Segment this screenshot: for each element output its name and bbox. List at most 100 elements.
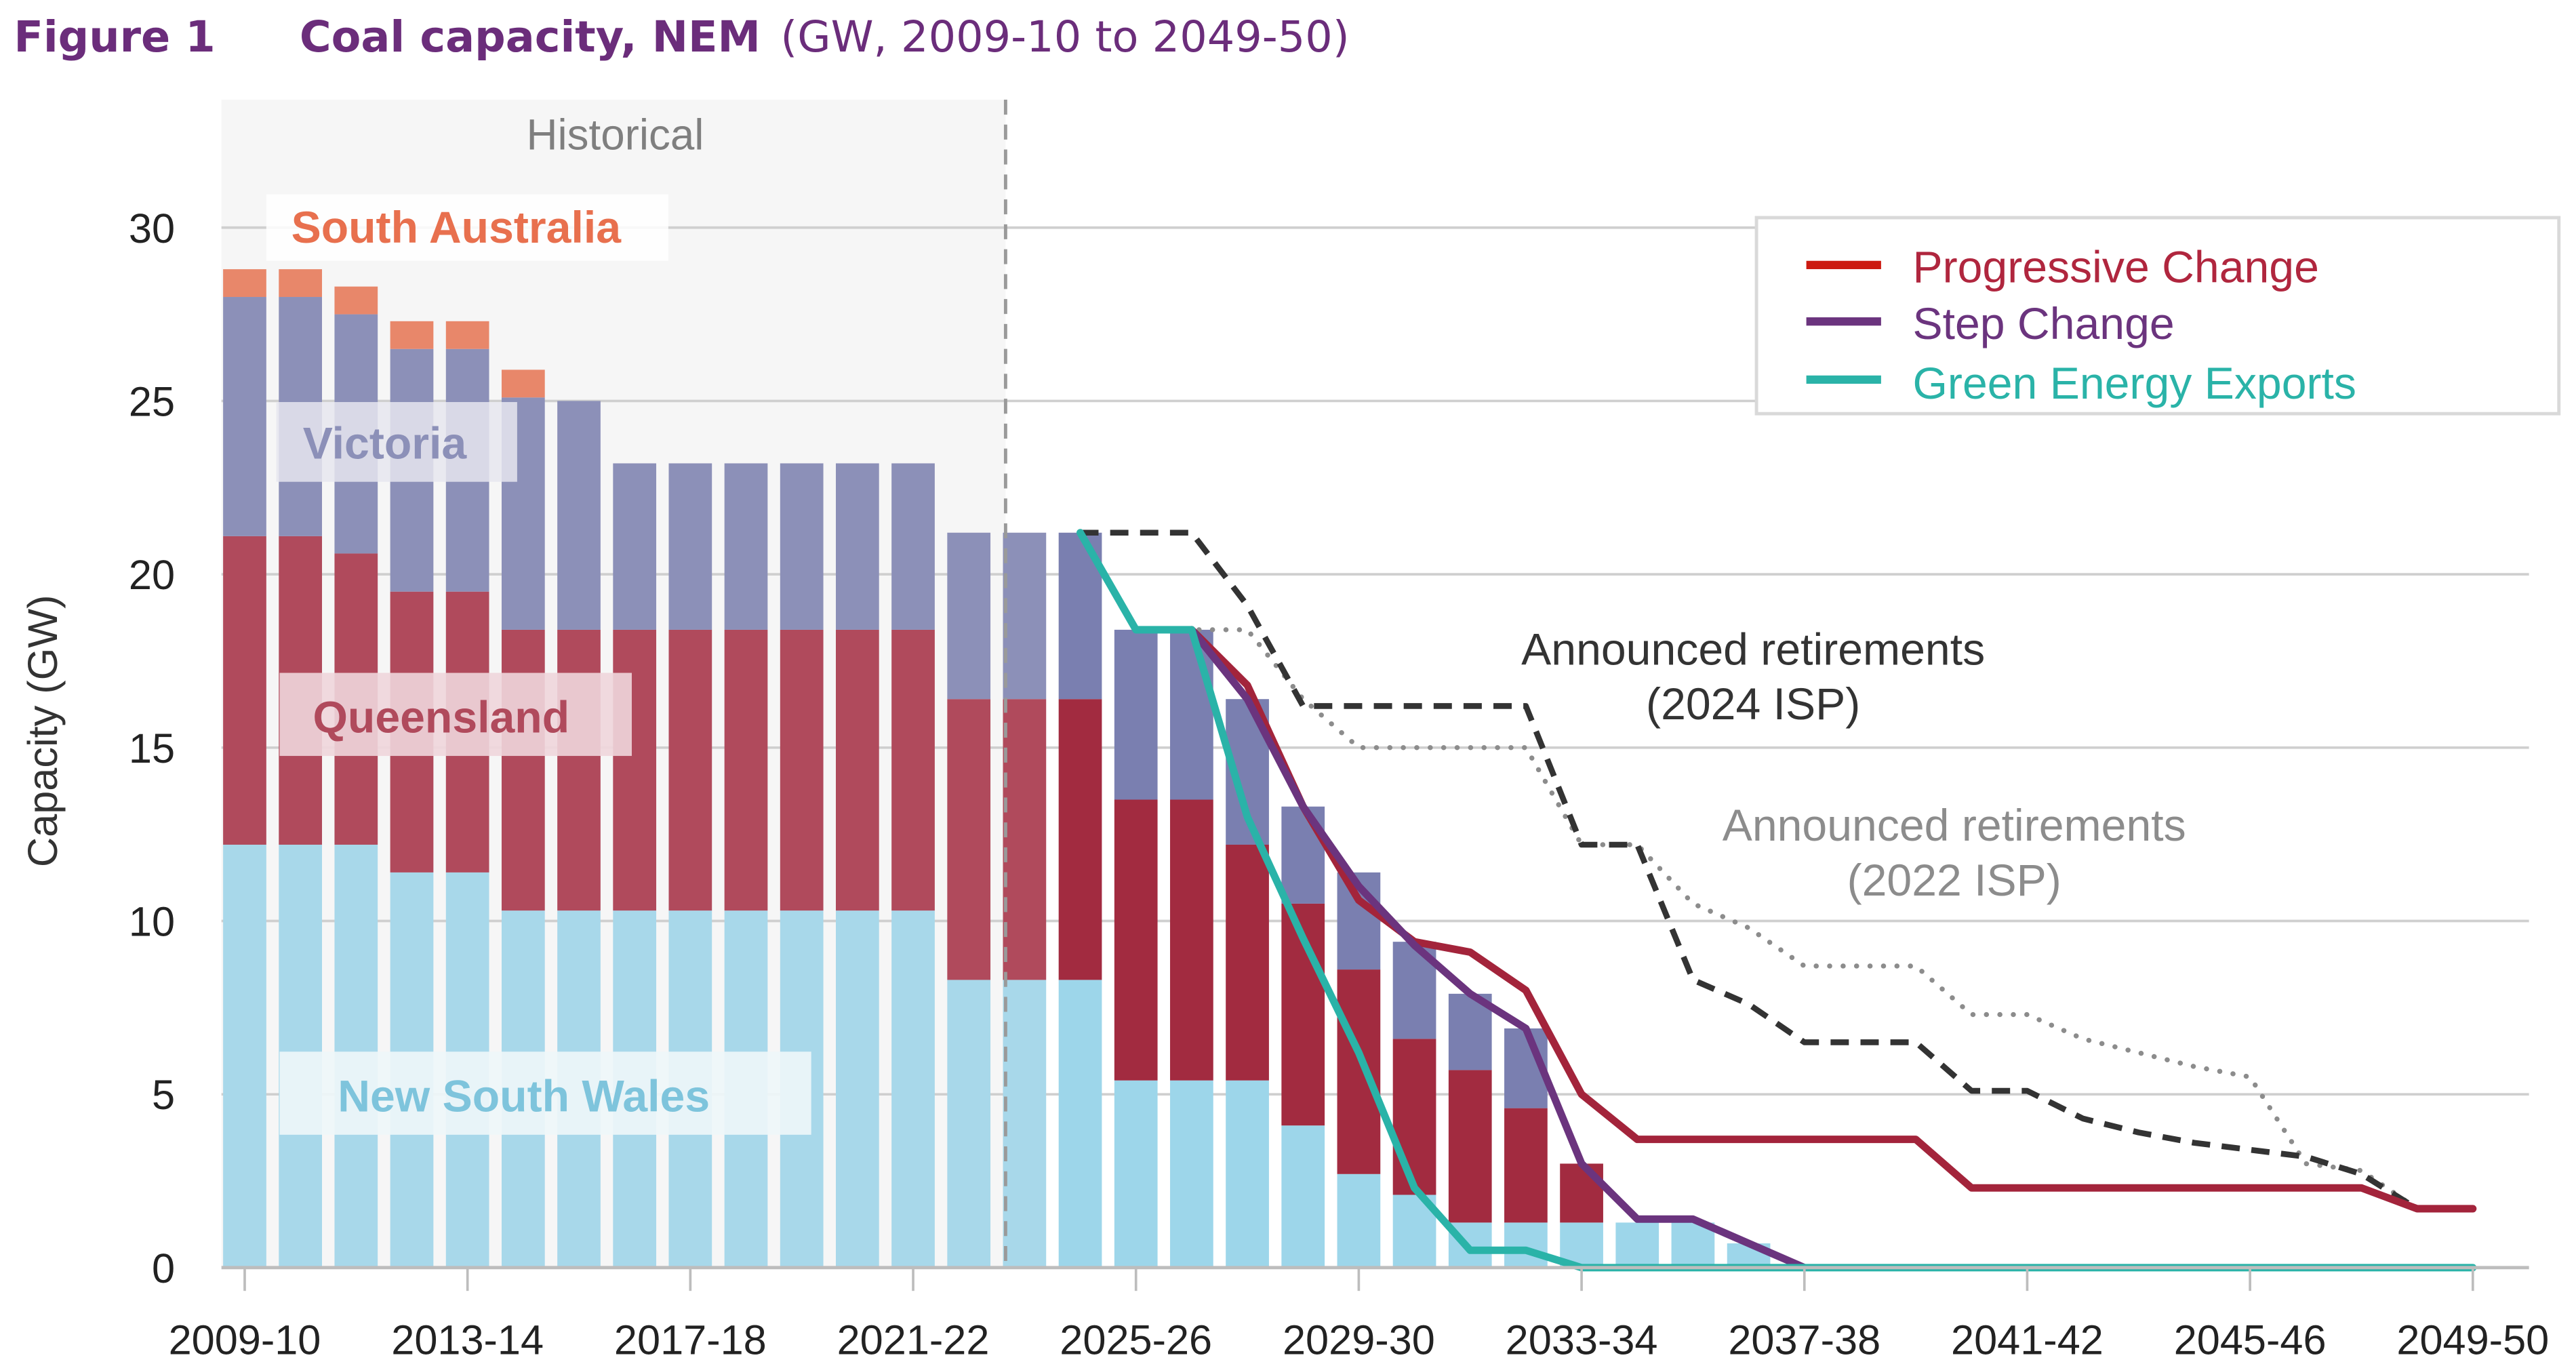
- y-tick-label: 25: [129, 378, 175, 424]
- legend-box: [1754, 216, 2561, 416]
- bar-segment-queensland: [1170, 799, 1213, 1081]
- bar-segment-new-south-wales: [1226, 1080, 1269, 1268]
- bar-segment-new-south-wales: [1170, 1080, 1213, 1268]
- bar-segment-victoria: [1281, 806, 1325, 904]
- bar-segment-queensland: [780, 629, 824, 911]
- bar-segment-new-south-wales: [1281, 1125, 1325, 1268]
- legend-label: Step Change: [1912, 299, 2174, 349]
- region-label-bg: [279, 673, 632, 757]
- bar-segment-new-south-wales: [1114, 1080, 1158, 1268]
- legend-swatch: [1806, 375, 1881, 384]
- x-tick-label: 2021-22: [837, 1317, 990, 1363]
- bar-segment-new-south-wales: [1504, 1222, 1548, 1268]
- bar-segment-victoria: [891, 463, 935, 630]
- bar-segment-queensland: [223, 536, 266, 845]
- figure-title-main: Coal capacity, NEM: [300, 12, 761, 62]
- bar-segment-queensland: [1337, 969, 1381, 1174]
- legend-item-step-change: Step Change: [1806, 299, 2175, 349]
- bar-segment-queensland: [836, 629, 879, 911]
- x-tick-label: 2025-26: [1060, 1317, 1212, 1363]
- region-label-victoria: Victoria: [276, 402, 517, 482]
- bar-segment-queensland: [1226, 844, 1269, 1081]
- historical-label: Historical: [527, 111, 704, 159]
- bar-segment-new-south-wales: [1671, 1222, 1715, 1268]
- region-label-south-australia: South Australia: [266, 194, 668, 261]
- y-tick-label: 5: [152, 1072, 175, 1118]
- annotation-2022-isp-line1: Announced retirements: [1723, 801, 2186, 851]
- bar-segment-queensland: [891, 629, 935, 911]
- y-tick-label: 20: [129, 552, 175, 598]
- bar-segment-new-south-wales: [223, 844, 266, 1268]
- x-tick-label: 2049-50: [2396, 1317, 2549, 1363]
- bar-segment-queensland: [1504, 1108, 1548, 1223]
- bar-segment-queensland: [501, 629, 545, 911]
- bar-segment-victoria: [724, 463, 768, 630]
- bar-segment-victoria: [1003, 532, 1047, 700]
- region-label-text: Victoria: [303, 418, 468, 468]
- bar-segment-new-south-wales: [947, 980, 991, 1268]
- region-label-bg: [276, 402, 517, 482]
- bar-segment-new-south-wales: [836, 910, 879, 1268]
- x-tick-label: 2029-30: [1283, 1317, 1435, 1363]
- bar-segment-new-south-wales: [1615, 1222, 1659, 1268]
- x-tick-label: 2045-46: [2174, 1317, 2327, 1363]
- x-tick-label: 2017-18: [614, 1317, 767, 1363]
- bar-segment-south-australia: [334, 286, 378, 315]
- bar-segment-victoria: [1170, 629, 1213, 800]
- bar-segment-victoria: [613, 463, 657, 630]
- bar-segment-victoria: [557, 401, 601, 630]
- bar-segment-queensland: [1003, 699, 1047, 980]
- region-label-queensland: Queensland: [279, 673, 632, 757]
- y-tick-label: 15: [129, 725, 175, 771]
- bar-segment-new-south-wales: [1337, 1174, 1381, 1268]
- x-axis-ticks: 2009-10 2013-14 2017-18 2021-22 2025-26 2029-…: [169, 1267, 2549, 1363]
- bar-segment-south-australia: [445, 321, 489, 349]
- region-label-text: Queensland: [313, 693, 569, 743]
- line-announced-retirements-2022-isp: [1077, 530, 2476, 1211]
- bar-segment-south-australia: [390, 321, 434, 349]
- annotation-2024-isp: Announced retirements (2024 ISP): [1521, 624, 1985, 729]
- figure-title: Coal capacity, NEM (GW, 2009-10 to 2049-…: [300, 12, 1350, 62]
- y-axis-label: Capacity (GW): [20, 595, 66, 868]
- x-tick-label: 2037-38: [1728, 1317, 1880, 1363]
- annotation-2022-isp-line2: (2022 ISP): [1847, 856, 2061, 906]
- region-label-new-south-wales: New South Wales: [279, 1051, 811, 1135]
- bar-segment-queensland: [1058, 699, 1102, 980]
- legend-label: Green Energy Exports: [1912, 359, 2356, 409]
- x-tick-label: 2033-34: [1506, 1317, 1658, 1363]
- figure-title-sub: (GW, 2009-10 to 2049-50): [780, 12, 1349, 62]
- bar-segment-victoria: [947, 532, 991, 700]
- bar-segment-queensland: [1560, 1163, 1603, 1223]
- bar-segment-queensland: [668, 629, 712, 911]
- region-label-text: New South Wales: [338, 1071, 710, 1121]
- legend-item-progressive-change: Progressive Change: [1806, 243, 2319, 293]
- bar-segment-queensland: [1114, 799, 1158, 1081]
- bar-segment-new-south-wales: [1058, 980, 1102, 1268]
- y-tick-label: 30: [129, 205, 175, 252]
- bar-segment-victoria: [780, 463, 824, 630]
- legend-label: Progressive Change: [1912, 243, 2318, 293]
- annotation-2022-isp: Announced retirements (2022 ISP): [1723, 801, 2186, 906]
- bar-segment-queensland: [1448, 1070, 1492, 1223]
- region-label-bg: [279, 1051, 811, 1135]
- bar-segment-queensland: [724, 629, 768, 911]
- line-step-change: [1188, 626, 1809, 1272]
- bar-segment-victoria: [1114, 629, 1158, 800]
- legend-swatch: [1806, 260, 1881, 270]
- bar-segment-south-australia: [223, 269, 266, 298]
- bar-segment-new-south-wales: [1003, 980, 1047, 1268]
- y-tick-label: 10: [129, 899, 175, 945]
- bar-segment-queensland: [1392, 1039, 1436, 1195]
- figure-number: Figure 1: [14, 12, 215, 62]
- y-tick-label: 0: [152, 1245, 175, 1291]
- x-tick-label: 2013-14: [391, 1317, 544, 1363]
- annotation-2024-isp-line1: Announced retirements: [1521, 624, 1985, 675]
- legend-swatch: [1806, 317, 1881, 326]
- legend: Progressive Change Step Change Green Ene…: [1754, 216, 2561, 416]
- bar-segment-victoria: [223, 297, 266, 536]
- bar-segment-queensland: [947, 699, 991, 980]
- bar-segment-queensland: [613, 629, 657, 911]
- bar-segment-victoria: [836, 463, 879, 630]
- bar-segment-new-south-wales: [891, 910, 935, 1268]
